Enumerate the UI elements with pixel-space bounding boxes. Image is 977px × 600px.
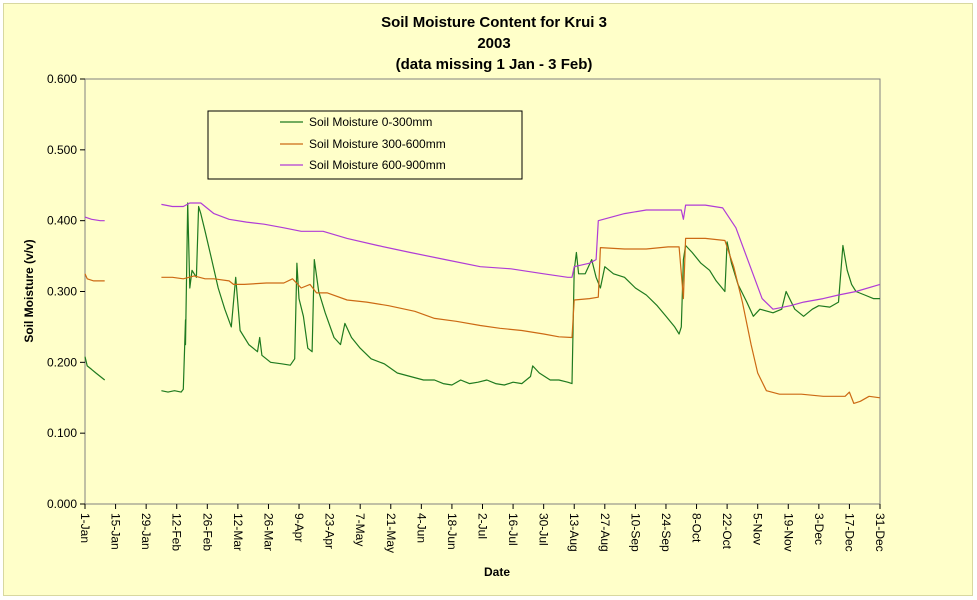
x-tick-label: 23-Apr [323, 513, 337, 549]
series-line-2 [161, 202, 881, 310]
x-tick-label: 30-Jul [537, 513, 551, 546]
x-tick-label: 26-Feb [200, 513, 214, 551]
y-tick-label: 0.400 [47, 214, 77, 228]
x-tick-label: 7-May [353, 513, 367, 546]
y-axis: 0.000 0.100 0.200 0.300 0.400 0.500 0.600 [47, 72, 85, 511]
y-tick-label: 0.100 [47, 426, 77, 440]
x-tick-label: 15-Jan [109, 513, 123, 550]
x-tick-label: 24-Sep [659, 513, 673, 552]
y-tick-label: 0.200 [47, 355, 77, 369]
series-lines [84, 202, 881, 404]
y-tick-label: 0.600 [47, 72, 77, 86]
x-tick-label: 1-Jan [78, 513, 92, 543]
chart-title-line-3: (data missing 1 Jan - 3 Feb) [396, 56, 593, 73]
legend-box [207, 110, 523, 180]
x-tick-label: 22-Oct [720, 513, 734, 550]
x-tick-label: 2-Jul [476, 513, 490, 539]
x-tick-label: 31-Dec [873, 513, 887, 552]
y-tick-label: 0.000 [47, 497, 77, 511]
chart-title-line-2: 2003 [477, 35, 510, 52]
x-tick-label: 18-Jun [445, 513, 459, 550]
x-axis: 1-Jan 15-Jan 29-Jan 12-Feb 26-Feb 12-Mar 26-Ma… [78, 504, 887, 553]
legend-label-600-900mm: Soil Moisture 600-900mm [309, 158, 446, 172]
x-tick-label: 12-Mar [231, 513, 245, 551]
y-axis-title: Soil Moisture (v/v) [22, 239, 36, 342]
series-line-0 [161, 202, 880, 393]
y-tick-label: 0.300 [47, 285, 77, 299]
x-tick-label: 16-Jul [506, 513, 520, 546]
legend-label-300-600mm: Soil Moisture 300-600mm [309, 137, 446, 151]
legend-label-0-300mm: Soil Moisture 0-300mm [309, 115, 432, 129]
x-axis-title: Date [484, 565, 510, 579]
x-tick-label: 12-Feb [170, 513, 184, 551]
x-tick-label: 10-Sep [628, 513, 642, 552]
x-tick-label: 29-Jan [139, 513, 153, 550]
x-tick-label: 17-Dec [842, 513, 856, 552]
series-line-1 [161, 237, 881, 404]
series-line-0 [84, 356, 106, 381]
x-tick-label: 9-Apr [292, 513, 306, 542]
x-tick-label: 21-May [384, 513, 398, 553]
x-tick-label: 3-Dec [812, 513, 826, 545]
x-tick-label: 4-Jun [414, 513, 428, 543]
series-line-1 [84, 273, 105, 282]
x-tick-label: 5-Nov [751, 513, 765, 545]
series-line-2 [84, 216, 105, 222]
legend: Soil Moisture 0-300mm Soil Moisture 300-… [207, 110, 523, 180]
x-tick-label: 13-Aug [567, 513, 581, 552]
chart-title: Soil Moisture Content for Krui 3 2003 (d… [381, 14, 607, 73]
x-tick-label: 26-Mar [261, 513, 275, 551]
chart-title-line-1: Soil Moisture Content for Krui 3 [381, 14, 607, 31]
x-tick-label: 19-Nov [781, 513, 795, 552]
y-tick-label: 0.500 [47, 143, 77, 157]
x-tick-label: 8-Oct [690, 513, 704, 543]
x-tick-label: 27-Aug [598, 513, 612, 552]
